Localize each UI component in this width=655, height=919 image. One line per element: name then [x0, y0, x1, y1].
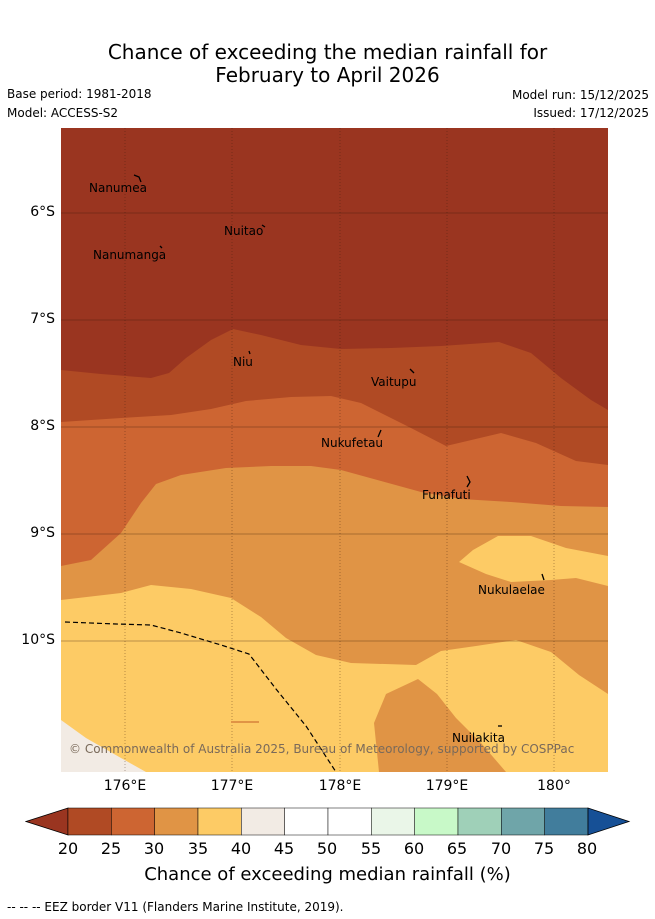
issued-date: Issued: 17/12/2025: [533, 106, 649, 120]
colorbar-segment: [284, 807, 329, 836]
colorbar-segment: [457, 807, 502, 836]
colorbar-segment: [327, 807, 372, 836]
colorbar-segment: [197, 807, 242, 836]
island-shape: [248, 350, 251, 355]
colorbar-tick: 55: [360, 839, 382, 858]
colorbar-extend-high: [587, 807, 631, 836]
map-svg: [61, 128, 608, 772]
colorbar-label: Chance of exceeding median rainfall (%): [144, 864, 511, 885]
colorbar-tick: 45: [273, 839, 295, 858]
colorbar-segment: [501, 807, 545, 836]
band-35-40-south: [374, 679, 506, 772]
lat-label: 10°S: [21, 632, 55, 648]
colorbar-tick: 30: [143, 839, 165, 858]
lat-label: 6°S: [30, 204, 55, 220]
colorbar-tick: 25: [100, 839, 122, 858]
island-shape: [541, 573, 545, 581]
colorbar-tick: 70: [490, 839, 512, 858]
lon-label: 179°E: [425, 778, 469, 794]
colorbar-segment: [414, 807, 459, 836]
place-label: Nanumea: [89, 181, 147, 195]
island-shape: [466, 475, 471, 488]
colorbar-segment: [111, 807, 155, 836]
place-label: Niu: [233, 355, 253, 369]
place-label: Funafuti: [422, 488, 471, 502]
band-40-45-east: [459, 536, 608, 586]
model-name: Model: ACCESS-S2: [7, 106, 119, 120]
island-shape: [409, 368, 415, 374]
colorbar-tick: 75: [533, 839, 555, 858]
eez-border: [64, 621, 337, 772]
title-line-2: February to April 2026: [215, 63, 440, 87]
lon-label: 178°E: [318, 778, 362, 794]
rainfall-map: [61, 128, 608, 772]
place-label: Nanumanga: [93, 248, 167, 262]
colorbar-tick: 65: [446, 839, 468, 858]
lat-label: 7°S: [30, 311, 55, 327]
place-label: Nukulaelae: [478, 583, 545, 597]
colorbar-segment: [241, 807, 285, 836]
copyright-notice: © Commonwealth of Australia 2025, Bureau…: [69, 742, 575, 756]
title-line-1: Chance of exceeding the median rainfall …: [107, 40, 548, 64]
colorbar-segment: [154, 807, 199, 836]
lon-label: 177°E: [210, 778, 254, 794]
colorbar: [25, 807, 631, 836]
island-shape: [133, 174, 142, 183]
place-label: Nuilakita: [452, 731, 505, 745]
place-label: Nukufetau: [321, 436, 384, 450]
band-45-50: [61, 720, 146, 772]
eez-legend-note: -- -- -- EEZ border V11 (Flanders Marine…: [7, 900, 344, 914]
island-shape: [377, 429, 382, 438]
colorbar-tick: 80: [576, 839, 598, 858]
colorbar-tick: 20: [57, 839, 79, 858]
island-shape: [159, 245, 163, 249]
colorbar-tick: 50: [316, 839, 338, 858]
place-label: Vaitupu: [371, 375, 417, 389]
colorbar-segment: [67, 807, 112, 836]
colorbar-tick: 40: [230, 839, 252, 858]
colorbar-segment: [544, 807, 589, 836]
island-shape: [261, 224, 266, 228]
colorbar-tick: 60: [403, 839, 425, 858]
islands: [133, 174, 545, 727]
lat-label: 9°S: [30, 525, 55, 541]
base-period: Base period: 1981-2018: [7, 87, 152, 101]
lon-label: 176°E: [103, 778, 147, 794]
colorbar-segment: [371, 807, 415, 836]
colorbar-extend-low: [25, 807, 69, 836]
band-40-45: [61, 585, 608, 772]
lon-label: 180°: [537, 778, 571, 794]
colorbar-tick: 35: [187, 839, 209, 858]
graticule: [61, 128, 608, 772]
place-label: Nuitao: [224, 224, 264, 238]
model-run: Model run: 15/12/2025: [511, 88, 649, 102]
lat-label: 8°S: [30, 418, 55, 434]
